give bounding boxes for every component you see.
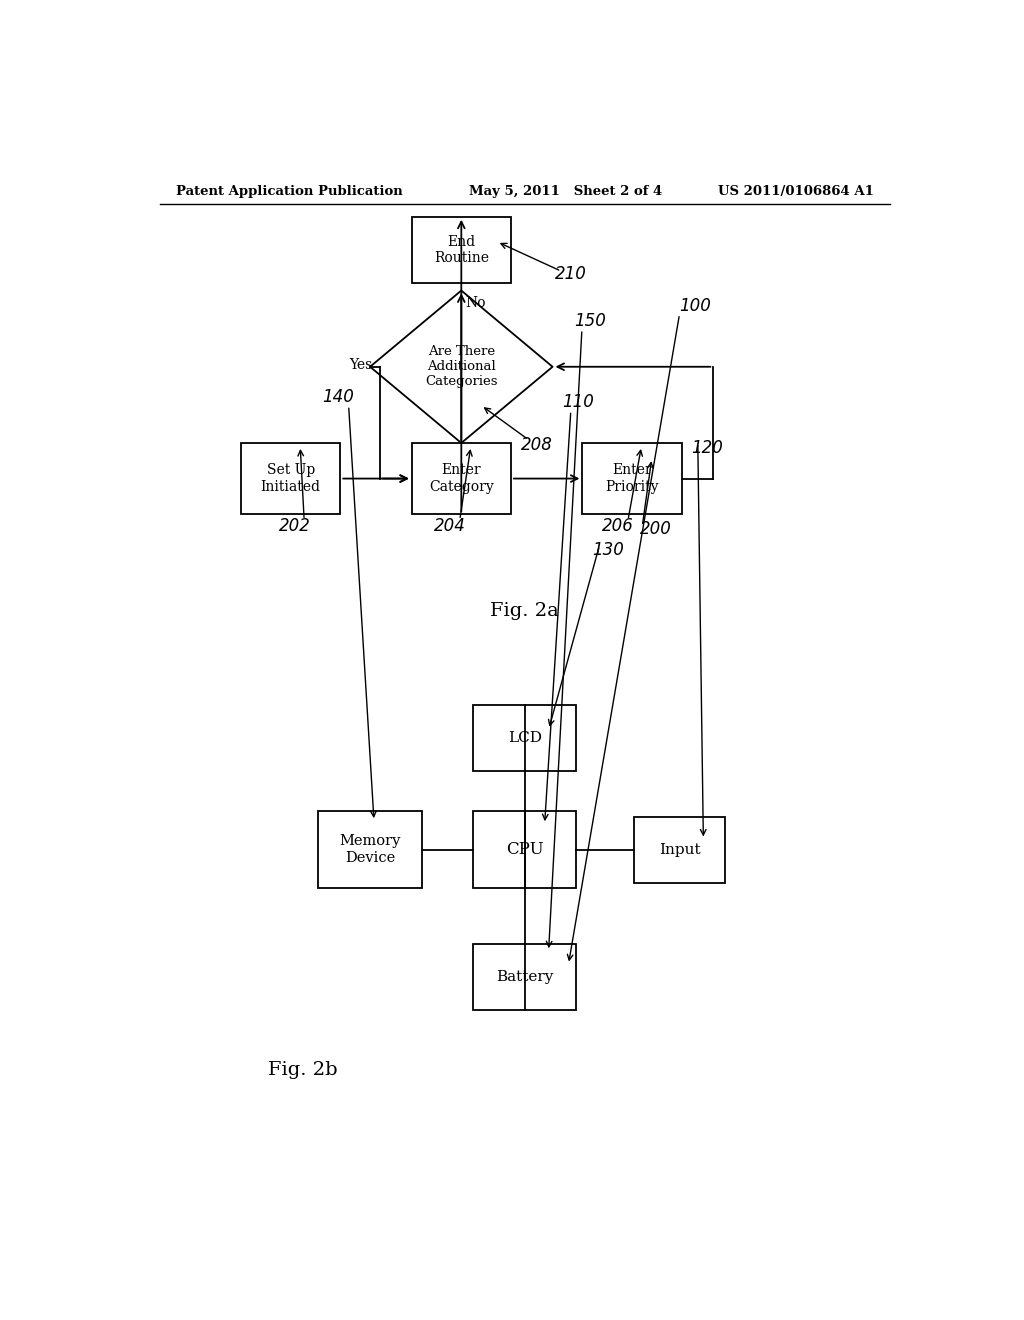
Text: Fig. 2a: Fig. 2a (490, 602, 559, 619)
Text: Enter
Category: Enter Category (429, 463, 494, 494)
Bar (318, 812, 422, 887)
Text: Memory
Device: Memory Device (339, 834, 400, 865)
Text: 208: 208 (521, 436, 553, 454)
Text: US 2011/0106864 A1: US 2011/0106864 A1 (718, 185, 873, 198)
Text: 150: 150 (573, 312, 606, 330)
Text: 120: 120 (691, 440, 723, 457)
Text: 204: 204 (433, 517, 465, 536)
Bar (412, 216, 511, 282)
Text: LCD: LCD (508, 731, 542, 744)
Text: No: No (465, 296, 485, 310)
Text: 140: 140 (323, 388, 354, 407)
Text: CPU: CPU (506, 841, 544, 858)
Bar (241, 444, 340, 515)
Text: Are There
Additional
Categories: Are There Additional Categories (425, 346, 498, 388)
Text: 130: 130 (592, 541, 624, 558)
Bar (473, 812, 577, 887)
Text: Yes: Yes (349, 358, 372, 372)
Text: Fig. 2b: Fig. 2b (268, 1061, 337, 1080)
Text: 206: 206 (602, 517, 634, 536)
Text: 210: 210 (555, 265, 587, 284)
Text: 202: 202 (279, 517, 310, 536)
Text: Battery: Battery (496, 970, 554, 983)
Text: 110: 110 (562, 393, 594, 412)
Text: 100: 100 (680, 297, 712, 314)
Text: Set Up
Initiated: Set Up Initiated (261, 463, 321, 494)
Text: End
Routine: End Routine (434, 235, 488, 265)
Bar (473, 944, 577, 1010)
Bar (473, 705, 577, 771)
Text: 200: 200 (640, 520, 672, 539)
Text: Enter
Priority: Enter Priority (605, 463, 658, 494)
Bar (583, 444, 682, 515)
Bar (412, 444, 511, 515)
Text: Input: Input (658, 842, 700, 857)
Text: May 5, 2011   Sheet 2 of 4: May 5, 2011 Sheet 2 of 4 (469, 185, 663, 198)
Bar (634, 817, 725, 883)
Text: Patent Application Publication: Patent Application Publication (176, 185, 402, 198)
